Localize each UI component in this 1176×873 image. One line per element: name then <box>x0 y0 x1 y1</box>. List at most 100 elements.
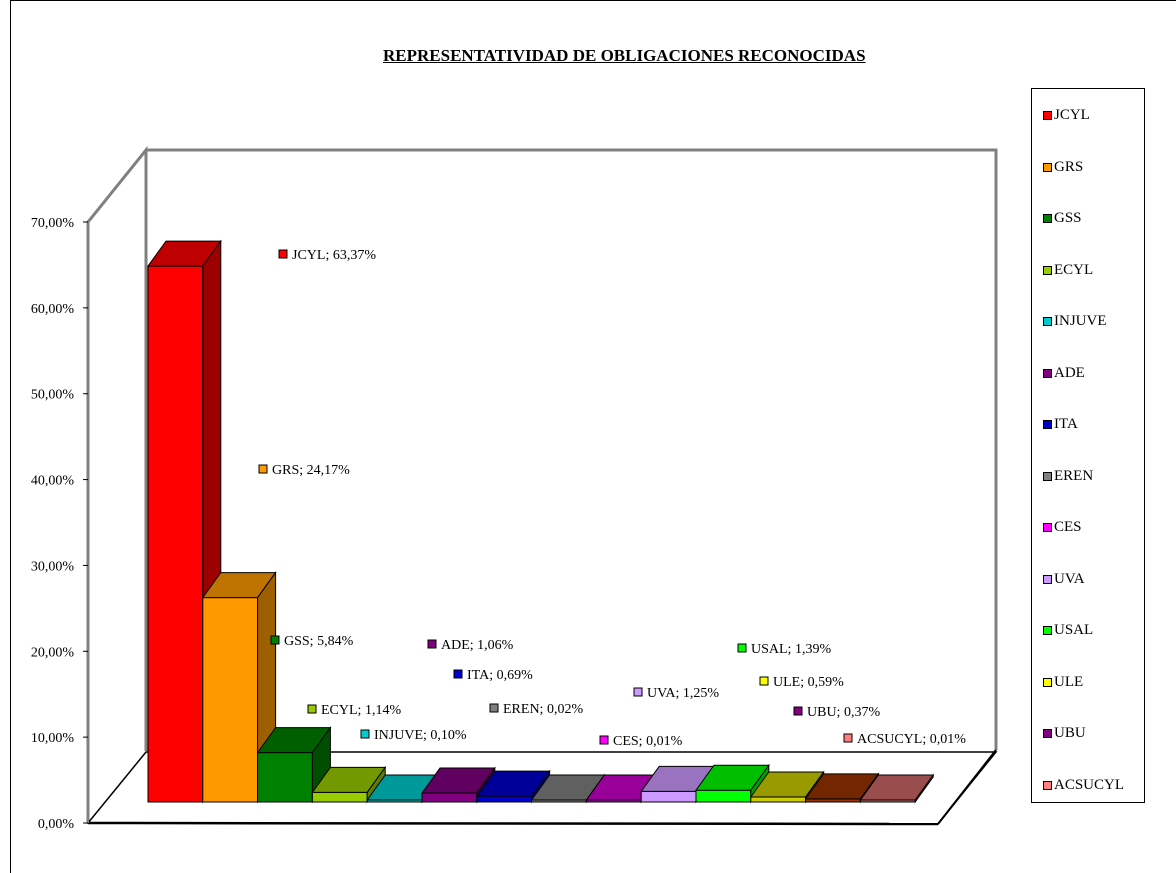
data-label-marker <box>258 464 268 474</box>
legend-swatch <box>1043 626 1052 635</box>
legend-swatch <box>1043 214 1052 223</box>
bar-front <box>476 795 533 803</box>
bar-front <box>421 792 478 803</box>
back-wall <box>146 148 998 750</box>
data-label-marker <box>360 729 370 739</box>
legend-swatch <box>1043 523 1052 532</box>
legend-swatch <box>1043 317 1052 326</box>
data-label-text: ECYL; 1,14% <box>321 703 401 718</box>
data-label-grs: GRS; 24,17% <box>258 463 350 478</box>
legend-swatch <box>1043 471 1052 481</box>
data-label-usal: USAL; 1,39% <box>737 642 831 657</box>
data-label-marker <box>843 733 853 743</box>
data-label-text: GRS; 24,17% <box>272 463 350 478</box>
data-label-text: ADE; 1,06% <box>441 638 514 653</box>
legend-swatch <box>1043 265 1052 275</box>
bar-front <box>202 597 259 803</box>
legend-item-jcyl: JCYL <box>1043 107 1090 124</box>
data-label-text: UVA; 1,25% <box>647 686 719 701</box>
legend-item-usal: USAL <box>1043 622 1093 639</box>
data-label-text: UBU; 0,37% <box>807 705 880 720</box>
data-label-injuve: INJUVE; 0,10% <box>360 728 467 743</box>
bar-front <box>311 791 368 803</box>
data-label-marker <box>453 669 463 679</box>
data-label-eren: EREN; 0,02% <box>489 702 583 717</box>
legend-label: INJUVE <box>1054 313 1107 329</box>
side-wall <box>86 145 148 823</box>
bar-side <box>914 773 934 804</box>
legend-swatch <box>1043 368 1052 378</box>
data-label-text: USAL; 1,39% <box>751 642 831 657</box>
bar-grs <box>201 571 277 804</box>
data-label-marker <box>793 706 803 716</box>
y-tick-label: 60,00% <box>31 302 75 317</box>
legend-swatch <box>1043 420 1052 429</box>
legend-label: ECYL <box>1054 261 1094 278</box>
legend-item-ade: ADE <box>1043 365 1085 382</box>
legend-item-ces: CES <box>1043 519 1082 536</box>
bar-front <box>147 265 204 803</box>
legend-label: GRS <box>1054 158 1084 175</box>
bar-acsucyl <box>859 773 935 804</box>
chart-legend: JCYL GRS GSS ECYL INJUVE ADE ITA EREN CES UVA USAL… <box>1031 88 1145 803</box>
legend-label: JCYL <box>1054 107 1090 123</box>
data-label-text: ITA; 0,69% <box>467 668 533 683</box>
data-label-text: INJUVE; 0,10% <box>374 728 467 743</box>
data-label-marker <box>599 735 609 745</box>
data-label-text: ACSUCYL; 0,01% <box>857 732 966 747</box>
data-label-ces: CES; 0,01% <box>599 734 683 749</box>
data-label-text: ULE; 0,59% <box>773 675 844 690</box>
y-tick-label: 10,00% <box>31 731 75 746</box>
chart-frame <box>10 0 1176 873</box>
legend-item-ita: ITA <box>1043 416 1078 433</box>
y-tick-label: 70,00% <box>31 216 75 231</box>
data-label-marker <box>759 676 769 686</box>
data-label-marker <box>270 635 280 645</box>
y-tick-label: 50,00% <box>31 388 75 403</box>
legend-label: ACSUCYL <box>1054 776 1125 793</box>
data-label-ubu: UBU; 0,37% <box>793 705 880 720</box>
legend-label: GSS <box>1054 210 1082 226</box>
legend-item-ecyl: ECYL <box>1043 262 1093 279</box>
legend-swatch <box>1043 677 1052 687</box>
y-tick-label: 0,00% <box>38 817 75 832</box>
bar-gss <box>256 726 332 804</box>
legend-item-grs: GRS <box>1043 159 1083 176</box>
data-label-acsucyl: ACSUCYL; 0,01% <box>843 732 966 747</box>
y-tick-label: 20,00% <box>31 645 75 660</box>
data-label-text: EREN; 0,02% <box>503 702 583 717</box>
y-tick-label: 30,00% <box>31 559 75 574</box>
legend-swatch <box>1043 729 1052 738</box>
bar-front <box>640 790 697 803</box>
legend-item-injuve: INJUVE <box>1043 313 1107 330</box>
data-label-marker <box>307 704 317 714</box>
y-tick-label: 40,00% <box>31 474 75 489</box>
legend-label: UBU <box>1054 725 1086 741</box>
legend-swatch <box>1043 111 1052 120</box>
legend-item-gss: GSS <box>1043 210 1082 227</box>
legend-item-ule: ULE <box>1043 674 1083 691</box>
legend-label: UVA <box>1054 570 1085 587</box>
legend-item-uva: UVA <box>1043 571 1085 588</box>
legend-item-ubu: UBU <box>1043 725 1086 742</box>
legend-swatch <box>1043 574 1052 584</box>
bar-front <box>695 789 752 803</box>
x-axis-line <box>87 821 939 826</box>
data-label-text: GSS; 5,84% <box>284 634 354 649</box>
floor-edge <box>937 749 997 825</box>
data-label-jcyl: JCYL; 63,37% <box>278 248 376 263</box>
legend-item-acsucyl: ACSUCYL <box>1043 777 1124 794</box>
data-label-ita: ITA; 0,69% <box>453 668 533 683</box>
legend-label: EREN <box>1054 467 1094 484</box>
data-label-marker <box>633 687 643 697</box>
chart-title: REPRESENTATIVIDAD DE OBLIGACIONES RECONO… <box>383 46 866 65</box>
data-label-text: JCYL; 63,37% <box>292 248 376 263</box>
legend-label: CES <box>1054 519 1082 535</box>
legend-label: USAL <box>1054 622 1094 638</box>
data-label-marker <box>489 703 499 713</box>
legend-label: ADE <box>1054 364 1085 381</box>
legend-label: ULE <box>1054 673 1084 690</box>
data-label-gss: GSS; 5,84% <box>270 634 354 649</box>
bar-ade <box>421 766 496 804</box>
